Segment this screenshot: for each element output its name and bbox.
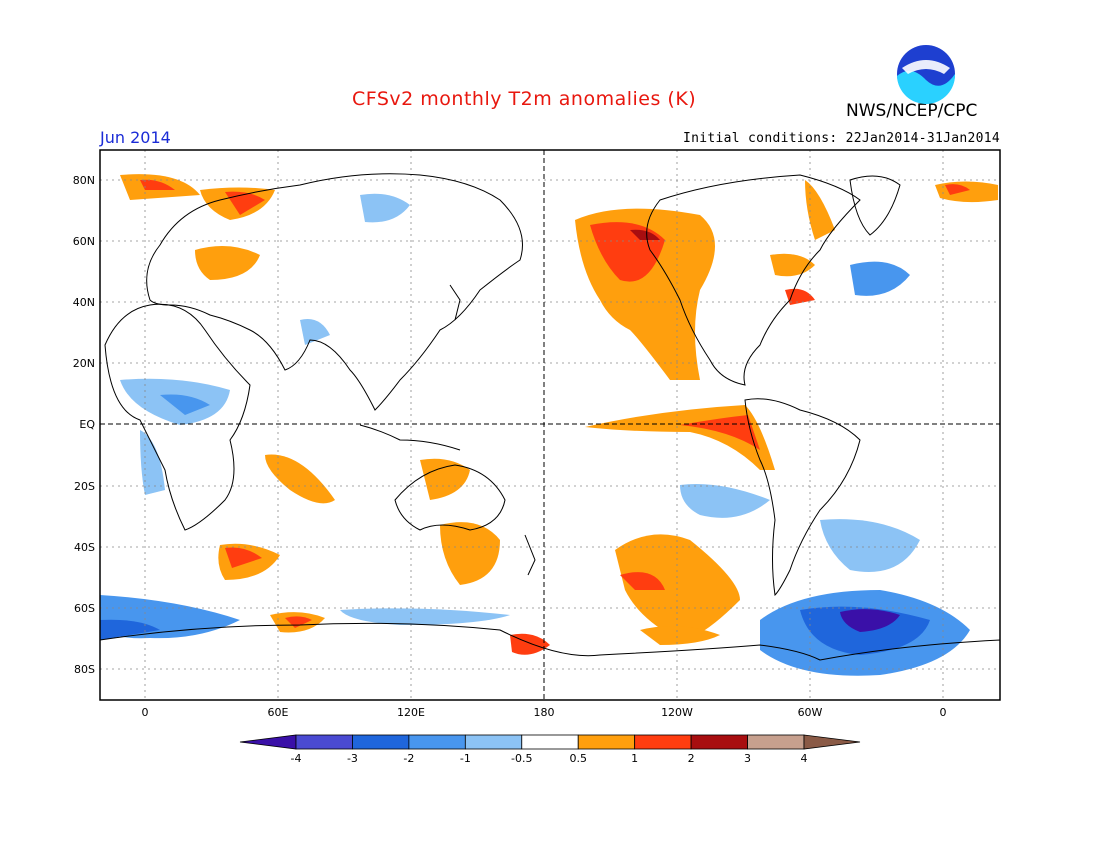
lat-label: 80N: [73, 174, 95, 187]
lon-label: 180: [534, 706, 555, 719]
lon-label: 0: [940, 706, 947, 719]
lon-label: 0: [142, 706, 149, 719]
latitude-labels: 80N 60N 40N 20N EQ 20S 40S 60S 80S: [73, 174, 96, 676]
colorbar-label: -2: [403, 752, 414, 765]
colorbar-label: -1: [460, 752, 471, 765]
colorbar-segment: [634, 734, 692, 750]
lon-label: 120W: [661, 706, 693, 719]
color-scale-bar: -4 -3 -2 -1 -0.5 0.5 1 2 3 4: [239, 734, 861, 765]
colorbar-segment: [747, 734, 805, 750]
anomaly-shading: [100, 174, 998, 676]
colorbar-segment: [239, 734, 297, 750]
colorbar-label: -0.5: [511, 752, 532, 765]
colorbar-label: -4: [291, 752, 302, 765]
colorbar-segment: [577, 734, 636, 750]
lat-label: 80S: [74, 663, 95, 676]
lat-label: 60N: [73, 235, 95, 248]
colorbar-segment: [521, 734, 579, 750]
colorbar-segment: [803, 734, 861, 750]
colorbar-segment: [295, 734, 353, 750]
lat-label: 20S: [74, 480, 95, 493]
lon-label: 60W: [798, 706, 823, 719]
colorbar-label: 1: [631, 752, 638, 765]
lat-label: 40S: [74, 541, 95, 554]
lon-label: 120E: [397, 706, 425, 719]
map-frame: [99, 149, 1001, 701]
coastlines: [99, 173, 1001, 701]
lat-label: 40N: [73, 296, 95, 309]
colorbar-label: 3: [744, 752, 751, 765]
organization-label: NWS/NCEP/CPC: [846, 101, 978, 121]
colorbar-label: 4: [801, 752, 808, 765]
forecast-month: Jun 2014: [100, 128, 171, 147]
colorbar-segment: [352, 734, 410, 750]
initial-conditions: Initial conditions: 22Jan2014-31Jan2014: [683, 131, 1000, 146]
lat-label: 20N: [73, 357, 95, 370]
colorbar-label: 2: [688, 752, 695, 765]
colorbar-label: -3: [347, 752, 358, 765]
colorbar-segment: [464, 734, 523, 750]
colorbar-label: 0.5: [569, 752, 587, 765]
longitude-labels: 0 60E 120E 180 120W 60W 0: [142, 706, 947, 719]
chart-title: CFSv2 monthly T2m anomalies (K): [352, 88, 697, 110]
lon-label: 60E: [268, 706, 289, 719]
lat-label: 60S: [74, 602, 95, 615]
lat-label: EQ: [79, 418, 95, 431]
noaa-logo-icon: [897, 45, 956, 104]
colorbar-segment: [408, 734, 466, 750]
colorbar-segment: [690, 734, 748, 750]
